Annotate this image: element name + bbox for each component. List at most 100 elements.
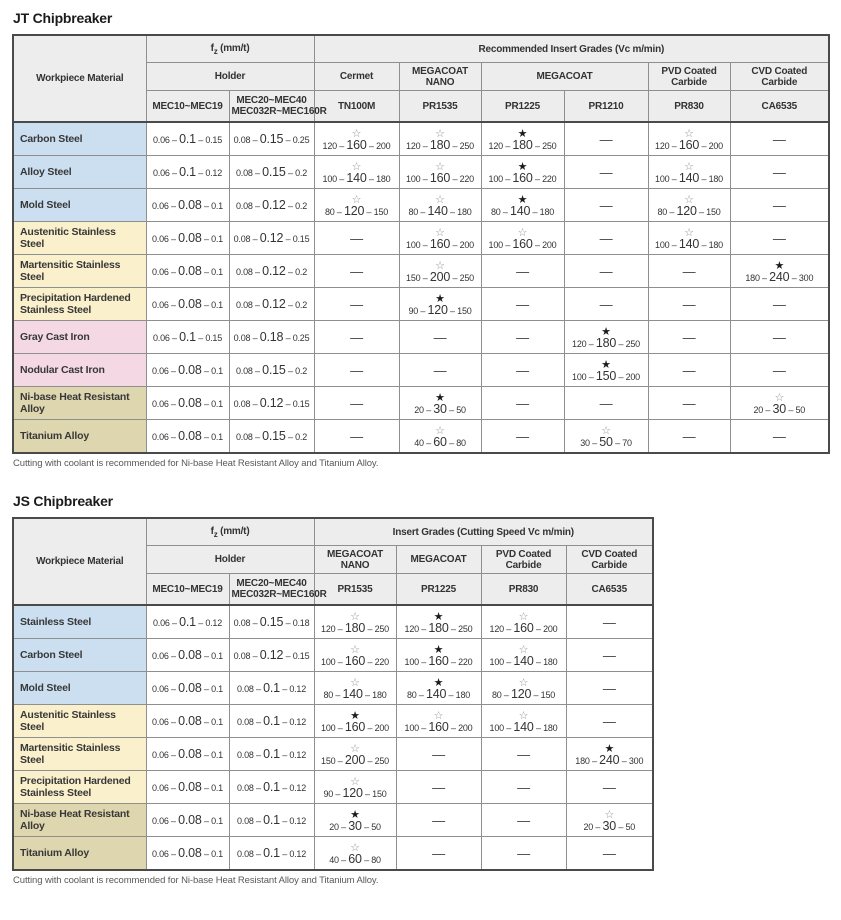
no-recommendation-dash: —	[432, 779, 445, 795]
grade-speed-cell: —	[563, 287, 649, 321]
grade-speed-cell: ☆ 100 – 160 – 200	[398, 221, 482, 255]
speed-range: 100 – 140 – 180	[322, 170, 391, 185]
grade-speed-cell: —	[313, 419, 400, 454]
grade-speed-cell: —	[395, 770, 482, 804]
filled-star-icon: ★	[350, 709, 360, 722]
grade-speed-cell: ☆ 20 – 30 – 50	[729, 386, 830, 420]
col-header-grade-pr1535: PR1535	[313, 573, 397, 606]
grade-speed-cell: —	[565, 604, 654, 639]
table-row-austenitic-stainless-steel: Austenitic Stainless Steel 0.06 – 0.08 – …	[12, 221, 830, 255]
col-header-holder-mec20-mec160r: MEC20~MEC40 MEC032R~MEC160R	[228, 573, 327, 606]
filled-star-icon: ★	[517, 160, 528, 173]
speed-range: 80 – 140 – 180	[408, 203, 472, 218]
no-recommendation-dash: —	[682, 296, 696, 312]
col-header-grade-tn100m: TN100M	[313, 90, 400, 123]
js-section: JS Chipbreaker Workpiece Material fz (mm…	[12, 493, 829, 886]
no-recommendation-dash: —	[433, 329, 447, 345]
grade-speed-cell: —	[313, 353, 400, 387]
no-recommendation-dash: —	[602, 845, 616, 861]
fz-range-cell: 0.08 – 0.12 – 0.15	[228, 386, 315, 420]
no-recommendation-dash: —	[602, 713, 616, 729]
grade-speed-cell: —	[480, 836, 567, 871]
speed-range: 100 – 140 – 180	[655, 236, 723, 251]
grade-speed-cell: ☆ 120 – 160 – 200	[647, 121, 731, 156]
grade-speed-cell: —	[480, 320, 565, 354]
no-recommendation-dash: —	[682, 263, 696, 279]
material-cell: Precipitation Hardened Stainless Steel	[12, 287, 147, 321]
filled-star-icon: ★	[601, 358, 611, 371]
no-recommendation-dash: —	[682, 428, 696, 444]
grade-speed-cell: —	[647, 254, 731, 288]
no-recommendation-dash: —	[516, 362, 529, 378]
col-header-holder-mec10-mec19: MEC10~MEC19	[145, 90, 230, 123]
fz-range-cell: 0.06 – 0.1 – 0.15	[145, 121, 230, 156]
no-recommendation-dash: —	[772, 428, 786, 444]
col-header-workpiece-material: Workpiece Material	[12, 34, 147, 123]
fz-range-cell: 0.06 – 0.1 – 0.12	[145, 604, 230, 639]
open-star-icon: ☆	[351, 193, 362, 206]
grade-speed-cell: ★ 180 – 240 – 300	[565, 737, 654, 771]
material-cell: Alloy Steel	[12, 155, 147, 189]
material-cell: Mold Steel	[12, 188, 147, 222]
filled-star-icon: ★	[774, 259, 785, 272]
no-recommendation-dash: —	[599, 131, 613, 147]
grade-speed-cell: —	[395, 737, 482, 771]
speed-range: 80 – 140 – 180	[323, 686, 387, 701]
col-header-cermet: Cermet	[313, 62, 400, 91]
no-recommendation-dash: —	[772, 164, 786, 180]
table-row-titanium-alloy: Titanium Alloy 0.06 – 0.08 – 0.1 0.08 – 0.…	[12, 419, 830, 454]
grade-speed-cell: ☆ 120 – 180 – 250	[313, 604, 397, 639]
fz-symbol: f	[210, 42, 214, 54]
fz-range-cell: 0.06 – 0.08 – 0.1	[145, 188, 230, 222]
open-star-icon: ☆	[350, 742, 360, 755]
grade-speed-cell: ☆ 150 – 200 – 250	[313, 737, 397, 771]
fz-range-cell: 0.06 – 0.08 – 0.1	[145, 671, 230, 705]
no-recommendation-dash: —	[682, 329, 696, 345]
no-recommendation-dash: —	[772, 230, 786, 246]
no-recommendation-dash: —	[432, 845, 445, 861]
filled-star-icon: ★	[604, 742, 615, 755]
grade-speed-cell: ★ 100 – 160 – 220	[480, 155, 565, 189]
col-header-pvd-coated-carbide: PVD Coated Carbide	[647, 62, 731, 91]
grade-speed-cell: —	[565, 704, 654, 738]
fz-subscript: z	[213, 529, 218, 539]
material-cell: Gray Cast Iron	[12, 320, 147, 354]
grade-speed-cell: ★ 100 – 160 – 200	[313, 704, 397, 738]
open-star-icon: ☆	[435, 160, 445, 173]
jt-section: JT Chipbreaker Workpiece Material fz (mm…	[12, 10, 831, 469]
grade-speed-cell: ☆ 80 – 120 – 150	[480, 671, 567, 705]
no-recommendation-dash: —	[772, 131, 786, 147]
no-recommendation-dash: —	[432, 812, 445, 828]
no-recommendation-dash: —	[350, 329, 363, 345]
fz-range-cell: 0.06 – 0.08 – 0.1	[145, 287, 230, 321]
speed-range: 120 – 180 – 250	[321, 620, 389, 635]
no-recommendation-dash: —	[682, 395, 696, 411]
grade-speed-cell: —	[313, 254, 400, 288]
grade-speed-cell: —	[313, 287, 400, 321]
fz-range-cell: 0.08 – 0.15 – 0.25	[228, 121, 315, 156]
table-row-alloy-steel: Alloy Steel 0.06 – 0.1 – 0.12 0.08 – 0.15 …	[12, 155, 830, 189]
table-row-ni-base-heat-resistant-alloy: Ni-base Heat Resistant Alloy 0.06 – 0.08 …	[12, 803, 654, 837]
fz-symbol: f	[210, 525, 214, 537]
no-recommendation-dash: —	[599, 296, 613, 312]
fz-range-cell: 0.06 – 0.08 – 0.1	[145, 737, 230, 771]
col-header-grade-pr1225: PR1225	[395, 573, 482, 606]
no-recommendation-dash: —	[602, 647, 616, 663]
filled-star-icon: ★	[435, 292, 445, 305]
grade-speed-cell: —	[565, 770, 654, 804]
no-recommendation-dash: —	[350, 230, 363, 246]
fz-range-cell: 0.08 – 0.12 – 0.2	[228, 287, 315, 321]
fz-range-cell: 0.06 – 0.1 – 0.12	[145, 155, 230, 189]
grade-speed-cell: ☆ 100 – 160 – 220	[313, 638, 397, 672]
open-star-icon: ☆	[518, 676, 529, 689]
no-recommendation-dash: —	[772, 362, 786, 378]
no-recommendation-dash: —	[599, 164, 613, 180]
no-recommendation-dash: —	[517, 746, 530, 762]
no-recommendation-dash: —	[517, 812, 530, 828]
open-star-icon: ☆	[684, 127, 694, 140]
grade-speed-cell: —	[647, 320, 731, 354]
no-recommendation-dash: —	[350, 362, 363, 378]
open-star-icon: ☆	[684, 226, 694, 239]
speed-range: 120 – 160 – 200	[322, 137, 391, 152]
